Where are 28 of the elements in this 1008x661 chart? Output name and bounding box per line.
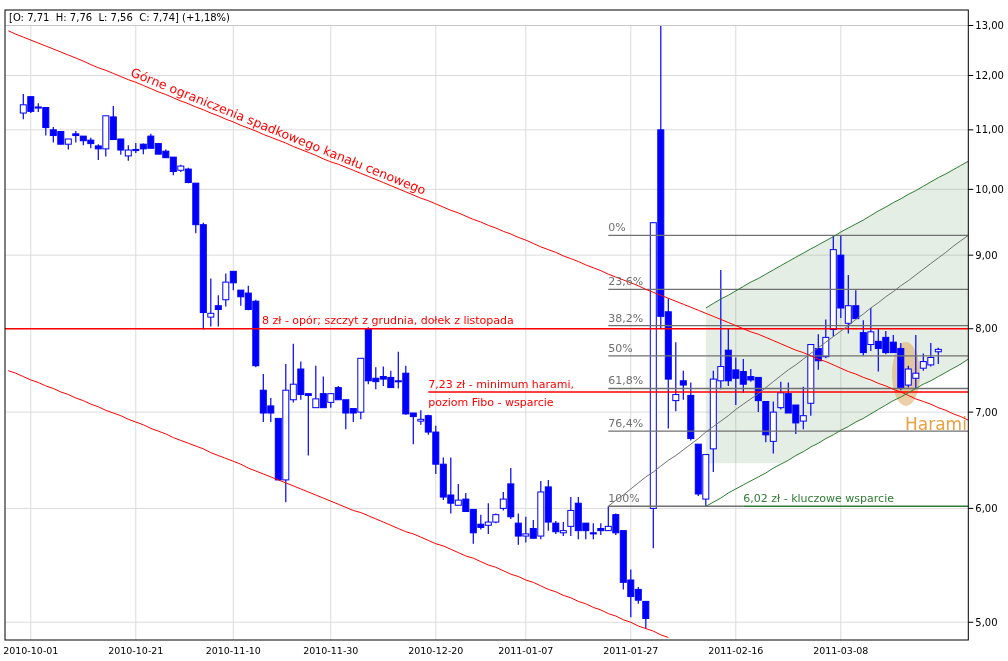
y-tick-label: 13,00 [975,20,1004,31]
x-tick-label: 2011-03-08 [813,645,869,656]
x-tick-label: 2010-11-30 [303,645,359,656]
ref-line-label: 8 zł - opór; szczyt z grudnia, dołek z listopada [262,313,514,327]
series-label: 6,02 zł - kluczowe wsparcie [743,492,895,506]
y-tick-label: 8,00 [975,323,998,335]
y-tick-label: 5,00 [975,616,998,628]
series-label: 0% [608,221,626,235]
x-tick-label: 2010-10-01 [3,645,59,656]
y-tick-label: 6,00 [975,502,998,514]
series-label: 50% [608,341,633,355]
series-label: 7,23 zł - minimum harami, poziom Fibo - wsparcie [428,377,575,409]
x-tick-label: 2011-01-07 [498,645,554,656]
annotation: Harami [905,414,967,435]
chart-title: [O: 7,71 H: 7,76 L: 7,56 C: 7,74] (+1,18%) [9,12,231,23]
series-label: 76,4% [608,417,644,431]
y-tick-label: 10,00 [975,183,1004,195]
y-tick-label: 11,00 [975,124,1004,136]
x-tick-label: 2010-12-20 [408,645,464,656]
y-tick-label: 12,00 [975,69,1004,81]
series-label: 38,2% [608,311,644,325]
y-tick-label: 7,00 [975,406,998,418]
series-label: 61,8% [608,374,644,388]
x-tick-label: 2011-01-27 [603,645,659,656]
x-tick-label: 2010-11-10 [205,645,261,656]
y-tick-label: 9,00 [975,249,998,261]
x-tick-label: 2011-02-16 [708,645,764,656]
x-tick-label: 2010-10-21 [108,645,164,656]
